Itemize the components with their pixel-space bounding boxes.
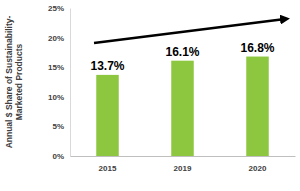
x-axis-line — [71, 156, 296, 157]
chart: 0% 5% 10% 15% 20% 25% 2015 2019 2020 Annual $ Sha… — [0, 0, 300, 191]
y-axis-title-line: Annual $ Share of Sustainability- — [4, 15, 14, 148]
bar — [171, 61, 194, 156]
x-tick: 2019 — [174, 156, 192, 173]
trend-arrow — [94, 19, 285, 43]
y-tick-label: 20% — [48, 34, 64, 43]
y-tick: 5% — [52, 122, 70, 131]
y-axis-line — [70, 9, 71, 157]
y-tick-label: 15% — [48, 63, 64, 72]
bar — [246, 57, 269, 156]
y-tick-label: 25% — [48, 4, 64, 13]
y-tick: 15% — [48, 63, 70, 72]
y-tick: 0% — [52, 152, 70, 161]
y-tick-label: 0% — [52, 152, 64, 161]
x-tick: 2020 — [249, 156, 267, 173]
y-tick-label: 10% — [48, 93, 64, 102]
x-tick-label: 2020 — [249, 164, 267, 173]
data-labels: 13.7% 16.1% 16.8% — [90, 41, 274, 73]
data-label: 16.1% — [165, 45, 199, 59]
data-label: 13.7% — [90, 59, 124, 73]
x-tick: 2015 — [99, 156, 117, 173]
x-tick-label: 2015 — [99, 164, 117, 173]
bar — [96, 75, 119, 156]
y-tick-label: 5% — [52, 122, 64, 131]
y-tick: 10% — [48, 93, 70, 102]
data-label: 16.8% — [240, 41, 274, 55]
x-axis: 2015 2019 2020 — [71, 156, 296, 173]
y-axis-title-line: Marketed Products — [14, 43, 24, 120]
y-axis: 0% 5% 10% 15% 20% 25% — [48, 4, 71, 161]
x-tick-label: 2019 — [174, 164, 192, 173]
y-tick: 20% — [48, 34, 70, 43]
y-axis-title: Annual $ Share of Sustainability-Markete… — [4, 15, 24, 148]
y-tick: 25% — [48, 4, 70, 13]
